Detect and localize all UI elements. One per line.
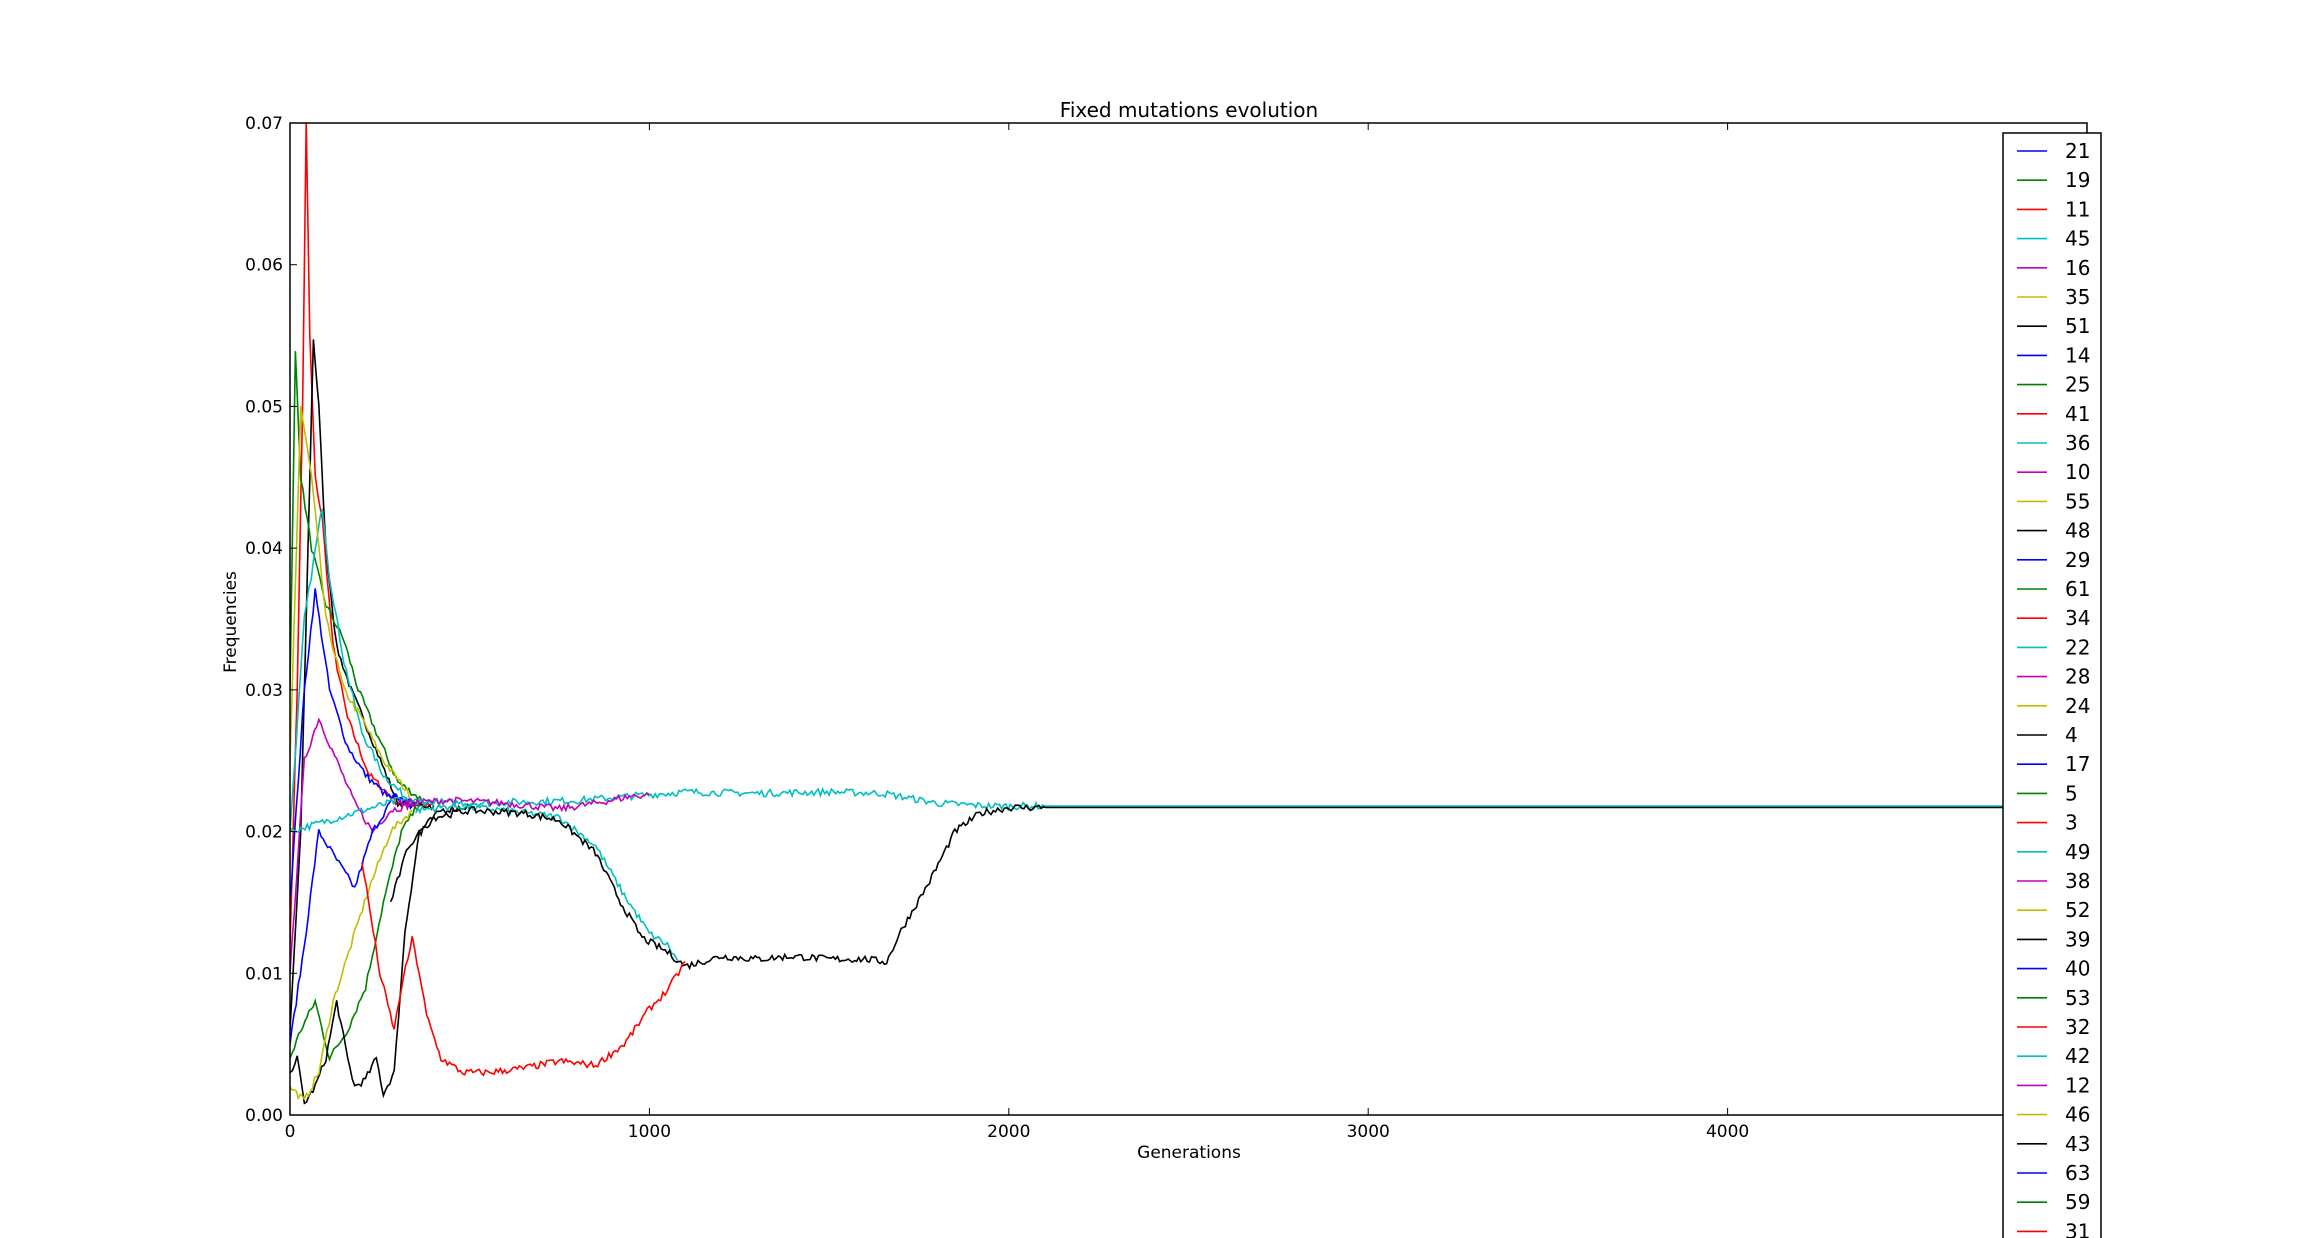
legend-label: 53 <box>2065 986 2090 1010</box>
series-line <box>361 862 686 1077</box>
series-line <box>290 809 413 1101</box>
legend-label: 41 <box>2065 402 2090 426</box>
y-tick-label: 0.07 <box>245 114 283 134</box>
series-line <box>290 786 2087 834</box>
y-tick-label: 0.04 <box>245 539 283 559</box>
legend-label: 38 <box>2065 869 2090 893</box>
legend-label: 59 <box>2065 1190 2090 1214</box>
legend-label: 11 <box>2065 197 2090 221</box>
legend-label: 55 <box>2065 489 2090 513</box>
legend-label: 25 <box>2065 373 2090 397</box>
legend-label: 29 <box>2065 548 2090 572</box>
x-tick-label: 4000 <box>1706 1122 1749 1142</box>
legend-label: 14 <box>2065 343 2090 367</box>
legend-label: 5 <box>2065 781 2078 805</box>
legend-box <box>2002 132 2102 1238</box>
legend-label: 43 <box>2065 1132 2090 1156</box>
series-layer <box>290 123 2087 1105</box>
legend-label: 46 <box>2065 1103 2090 1127</box>
x-tick-label: 1000 <box>628 1122 671 1142</box>
y-tick-label: 0.06 <box>245 256 283 276</box>
legend-label: 34 <box>2065 606 2090 630</box>
legend-label: 48 <box>2065 519 2090 543</box>
series-line <box>290 803 471 1105</box>
legend-label: 4 <box>2065 723 2078 747</box>
series-line <box>290 717 417 974</box>
plot-frame <box>289 122 2088 1116</box>
chart-title: Fixed mutations evolution <box>1060 98 1318 122</box>
series-line <box>415 801 679 963</box>
legend: 2119114516355114254136105548296134222824… <box>2002 132 2102 1238</box>
legend-label: 45 <box>2065 227 2090 251</box>
legend-label: 17 <box>2065 752 2090 776</box>
legend-label: 24 <box>2065 694 2090 718</box>
legend-label: 61 <box>2065 577 2090 601</box>
legend-label: 51 <box>2065 314 2090 338</box>
legend-label: 22 <box>2065 635 2090 659</box>
series-line <box>290 588 417 903</box>
legend-label: 3 <box>2065 811 2078 835</box>
y-tick-label: 0.02 <box>245 823 283 843</box>
x-axis-title: Generations <box>1137 1143 1241 1163</box>
series-line <box>389 803 2087 971</box>
y-axis-title: Frequencies <box>221 571 241 673</box>
series-line <box>397 792 650 813</box>
legend-label: 35 <box>2065 285 2090 309</box>
legend-label: 10 <box>2065 460 2090 484</box>
series-line <box>290 351 427 805</box>
legend-label: 19 <box>2065 168 2090 192</box>
series-line <box>290 802 421 1062</box>
legend-label: 40 <box>2065 957 2090 981</box>
legend-label: 49 <box>2065 840 2090 864</box>
series-line <box>290 123 435 945</box>
legend-label: 52 <box>2065 898 2090 922</box>
series-line <box>290 339 435 1031</box>
legend-label: 32 <box>2065 1015 2090 1039</box>
series-line <box>290 792 416 1045</box>
series-line <box>290 406 417 804</box>
series-line <box>290 508 435 832</box>
legend-label: 21 <box>2065 139 2090 163</box>
x-tick-label: 3000 <box>1347 1122 1390 1142</box>
legend-label: 31 <box>2065 1219 2090 1238</box>
legend-label: 12 <box>2065 1073 2090 1097</box>
legend-label: 63 <box>2065 1161 2090 1185</box>
legend-label: 42 <box>2065 1044 2090 1068</box>
y-tick-label: 0.03 <box>245 681 283 701</box>
legend-label: 28 <box>2065 665 2090 689</box>
legend-label: 16 <box>2065 256 2090 280</box>
y-tick-label: 0.01 <box>245 964 283 984</box>
legend-label: 36 <box>2065 431 2090 455</box>
tick-layer: 0 1000 2000 3000 4000 0.00 0.01 0.02 0.03 0.04 0.0… <box>245 114 2087 1142</box>
legend-label: 39 <box>2065 927 2090 951</box>
y-tick-label: 0.05 <box>245 397 283 417</box>
y-tick-label: 0.00 <box>245 1106 283 1126</box>
x-tick-label: 2000 <box>987 1122 1030 1142</box>
x-tick-label: 0 <box>285 1122 296 1142</box>
